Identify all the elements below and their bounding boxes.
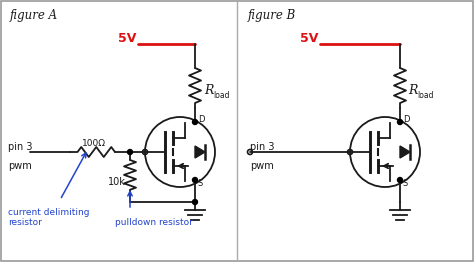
Text: current delimiting
resistor: current delimiting resistor xyxy=(8,208,90,227)
Text: figure A: figure A xyxy=(10,8,58,21)
Circle shape xyxy=(398,119,402,124)
Text: load: load xyxy=(417,91,434,101)
Text: S: S xyxy=(198,178,203,188)
Text: pwm: pwm xyxy=(8,161,32,171)
Text: pin 3: pin 3 xyxy=(250,142,274,152)
Text: S: S xyxy=(403,178,408,188)
Text: 100Ω: 100Ω xyxy=(82,139,106,149)
Text: pin 3: pin 3 xyxy=(8,142,33,152)
Text: D: D xyxy=(198,116,204,124)
Text: pulldown resistor: pulldown resistor xyxy=(115,218,193,227)
Circle shape xyxy=(192,177,198,183)
Text: 10k: 10k xyxy=(108,177,126,187)
Text: D: D xyxy=(403,116,410,124)
Text: R: R xyxy=(408,84,418,96)
Text: R: R xyxy=(204,84,213,96)
Circle shape xyxy=(192,199,198,205)
Circle shape xyxy=(128,150,133,155)
Circle shape xyxy=(192,119,198,124)
Polygon shape xyxy=(400,146,410,158)
Text: load: load xyxy=(213,91,229,101)
Text: figure B: figure B xyxy=(248,8,296,21)
Circle shape xyxy=(398,177,402,183)
Text: 5V: 5V xyxy=(118,31,137,45)
Text: pwm: pwm xyxy=(250,161,274,171)
Text: 5V: 5V xyxy=(300,31,319,45)
Polygon shape xyxy=(195,146,205,158)
